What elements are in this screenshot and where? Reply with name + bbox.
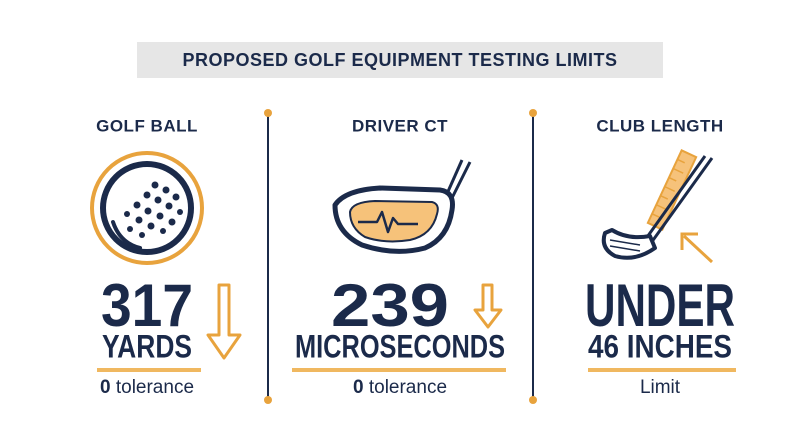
down-arrow: [473, 283, 503, 329]
unit: MICROSECONDS: [295, 328, 505, 364]
heading: CLUB LENGTH: [596, 116, 723, 135]
underline: [588, 368, 736, 372]
note-text: tolerance: [369, 377, 447, 398]
heading: DRIVER CT: [352, 116, 448, 135]
club-ruler-icon: [601, 149, 714, 264]
heading: GOLF BALL: [96, 116, 198, 135]
golf-ball-icon: [90, 151, 204, 265]
value: 317: [101, 272, 193, 339]
underline: [292, 368, 506, 372]
title: PROPOSED GOLF EQUIPMENT TESTING LIMITS: [182, 50, 617, 70]
note-value: 0: [353, 377, 364, 398]
unit: 46 INCHES: [588, 328, 732, 364]
note-text: tolerance: [116, 377, 194, 398]
value: 239: [331, 272, 449, 339]
driver-icon: [332, 159, 472, 254]
note-value: 0: [100, 377, 111, 398]
underline: [97, 368, 201, 372]
title-box: [137, 42, 663, 78]
note: 0 tolerance: [353, 377, 447, 398]
value: UNDER: [585, 272, 735, 339]
note: Limit: [640, 377, 681, 398]
down-arrow: [206, 283, 242, 360]
dividers: [264, 109, 537, 404]
unit: YARDS: [102, 328, 192, 364]
note: 0 tolerance: [100, 377, 194, 398]
